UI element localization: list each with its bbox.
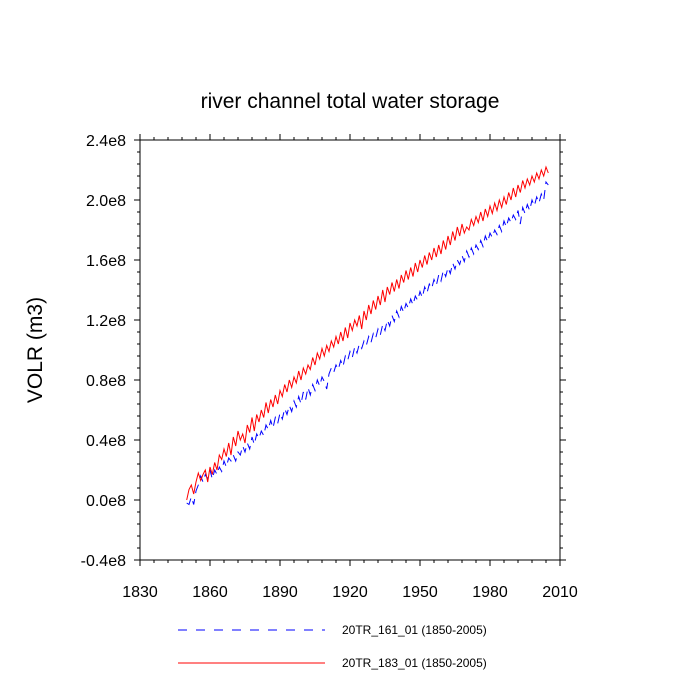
x-tick-label: 1980 xyxy=(472,584,508,601)
y-tick-label: 0.4e8 xyxy=(86,433,126,450)
legend: 20TR_161_01 (1850-2005) 20TR_183_01 (1850… xyxy=(178,623,487,670)
x-tick-label: 2010 xyxy=(542,584,578,601)
y-tick-label: 0.0e8 xyxy=(86,493,126,510)
x-tick-label: 1890 xyxy=(262,584,298,601)
x-tick-label: 1920 xyxy=(332,584,368,601)
y-tick-label: 1.6e8 xyxy=(86,253,126,270)
series-line-2 xyxy=(186,165,549,501)
y-tick-label: 0.8e8 xyxy=(86,373,126,390)
y-tick-label: -0.4e8 xyxy=(81,553,126,570)
y-axis-label: VOLR (m3) xyxy=(24,297,47,403)
axis-ticks: 1830 1860 1890 1920 1950 1980 2010 -0.4e8 0.0e8 0… xyxy=(81,133,578,601)
y-tick-label: 2.0e8 xyxy=(86,193,126,210)
y-tick-label: 2.4e8 xyxy=(86,133,126,150)
y-tick-label: 1.2e8 xyxy=(86,313,126,330)
chart-title: river channel total water storage xyxy=(201,90,500,113)
x-tick-label: 1950 xyxy=(402,584,438,601)
legend-label-2: 20TR_183_01 (1850-2005) xyxy=(342,656,487,670)
legend-label-1: 20TR_161_01 (1850-2005) xyxy=(342,623,487,637)
x-tick-label: 1860 xyxy=(192,584,228,601)
plot-frame xyxy=(139,139,561,561)
series-layer xyxy=(186,165,549,506)
x-tick-label: 1830 xyxy=(122,584,158,601)
series-line-1 xyxy=(186,180,549,506)
